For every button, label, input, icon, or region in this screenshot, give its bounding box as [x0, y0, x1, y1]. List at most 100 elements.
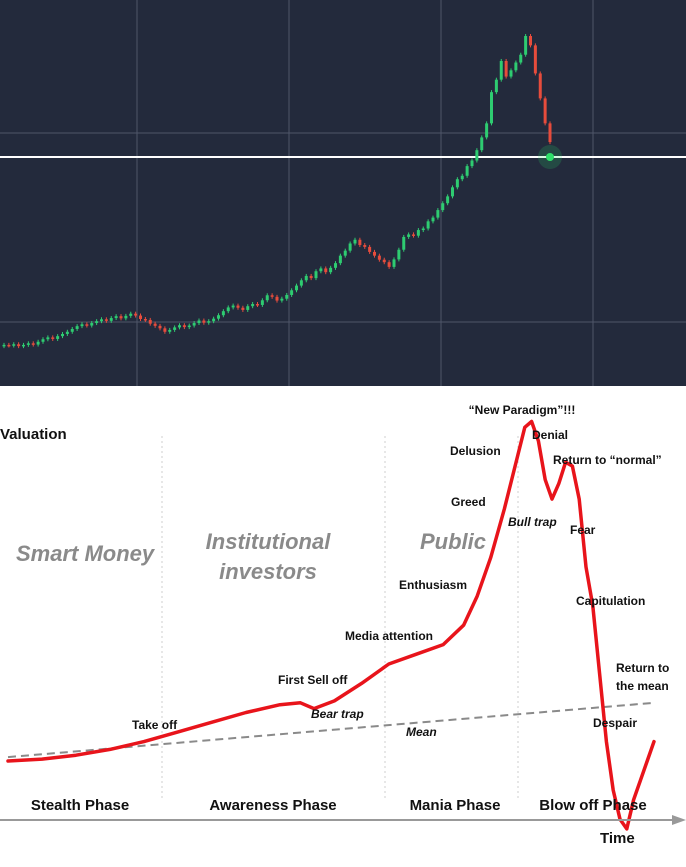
candle-down	[543, 98, 547, 124]
candle-up	[329, 267, 333, 273]
candle-down	[17, 344, 21, 347]
candle-up	[407, 234, 411, 237]
candle-up	[56, 336, 60, 339]
candle-down	[548, 123, 552, 143]
candle-down	[31, 343, 35, 345]
candle-down	[148, 319, 152, 324]
market-cycle-plot: Valuation Smart Money Institutional inve…	[0, 403, 686, 847]
annotation-denial: Denial	[532, 428, 568, 442]
grid-lines	[0, 0, 686, 386]
candle-up	[338, 255, 342, 264]
group-institutional-line2: investors	[219, 559, 317, 584]
candle-up	[421, 228, 425, 231]
candle-down	[139, 315, 142, 319]
annotation-fear: Fear	[570, 523, 596, 537]
candle-down	[202, 320, 206, 323]
annotation-return-to-mean-line1: Return to	[616, 661, 669, 675]
candle-up	[304, 275, 308, 281]
candle-down	[270, 295, 274, 297]
candle-up	[173, 327, 177, 330]
candle-up	[299, 280, 303, 286]
candle-down	[256, 304, 259, 306]
annotation-media-attention: Media attention	[345, 629, 433, 643]
candle-down	[309, 275, 313, 279]
candle-up	[114, 316, 118, 319]
current-price-marker	[546, 153, 554, 161]
candle-up	[455, 179, 459, 188]
candle-down	[119, 316, 123, 319]
candle-up	[65, 331, 69, 334]
candle-down	[538, 73, 542, 99]
candle-up	[353, 239, 357, 244]
annotation-despair: Despair	[593, 716, 637, 730]
candle-up	[260, 300, 264, 305]
candle-up	[192, 323, 196, 326]
market-cycle-chart: Valuation Smart Money Institutional inve…	[0, 386, 686, 862]
candle-up	[212, 318, 216, 322]
candle-up	[524, 36, 528, 55]
candle-up	[285, 294, 289, 299]
candle-up	[265, 295, 269, 301]
candle-up	[426, 221, 430, 229]
candle-down	[236, 305, 240, 308]
candle-up	[80, 324, 84, 327]
candle-up	[75, 326, 79, 329]
annotation-return-to-normal: Return to “normal”	[553, 453, 662, 467]
candle-up	[519, 54, 523, 63]
annotation-greed: Greed	[451, 495, 486, 509]
candle-up	[95, 321, 99, 324]
candle-up	[470, 160, 474, 167]
candle-up	[100, 319, 103, 322]
candle-up	[2, 344, 6, 347]
candle-up	[280, 298, 284, 301]
annotation-mean: Mean	[406, 725, 437, 739]
group-public: Public	[420, 529, 486, 554]
candle-up	[494, 79, 498, 93]
group-smart-money: Smart Money	[16, 541, 156, 566]
phase-awareness: Awareness Phase	[209, 797, 336, 814]
candle-up	[402, 236, 406, 250]
candle-down	[104, 319, 108, 321]
candle-up	[431, 217, 435, 222]
candle-down	[163, 328, 167, 332]
candle-down	[529, 36, 532, 46]
candle-up	[295, 285, 298, 291]
candle-down	[382, 259, 386, 263]
candle-down	[7, 344, 11, 347]
candle-down	[85, 324, 89, 326]
x-axis-title: Time	[600, 830, 635, 847]
candle-up	[22, 344, 25, 347]
candle-down	[387, 262, 391, 267]
candle-up	[129, 313, 133, 316]
candle-up	[485, 123, 489, 138]
candle-down	[153, 323, 157, 326]
candle-up	[197, 320, 201, 324]
candle-down	[143, 318, 147, 321]
candle-up	[226, 307, 230, 312]
candle-up	[26, 343, 30, 345]
x-axis-arrow	[672, 815, 686, 825]
candle-down	[504, 60, 508, 77]
candle-down	[373, 251, 376, 256]
phase-blow-off: Blow off Phase	[539, 797, 647, 814]
annotation-take-off: Take off	[132, 718, 178, 732]
candle-down	[158, 325, 162, 329]
candle-up	[490, 92, 493, 124]
candle-down	[358, 239, 362, 246]
candle-up	[12, 344, 16, 346]
candle-up	[475, 150, 479, 161]
candle-up	[460, 175, 464, 180]
candle-up	[348, 243, 352, 251]
candle-up	[499, 60, 503, 80]
candle-up	[480, 137, 484, 151]
candle-down	[533, 45, 537, 74]
candle-up	[392, 259, 396, 267]
candlestick-plot	[0, 0, 686, 386]
candle-up	[290, 290, 294, 295]
candle-down	[241, 307, 245, 310]
candle-up	[246, 306, 250, 310]
annotation-delusion: Delusion	[450, 444, 501, 458]
candle-up	[70, 328, 74, 332]
candle-up	[343, 250, 347, 256]
candle-up	[217, 315, 220, 319]
